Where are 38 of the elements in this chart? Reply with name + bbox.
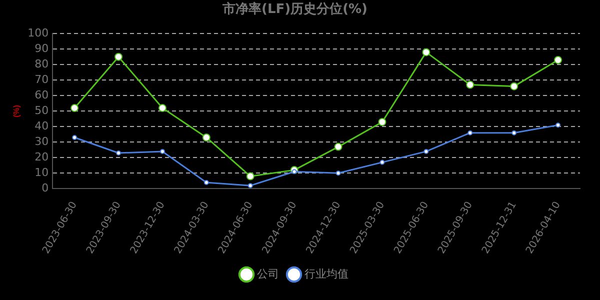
legend-label: 公司 xyxy=(257,267,279,280)
point xyxy=(204,180,209,185)
point xyxy=(556,122,561,128)
point xyxy=(466,80,474,89)
legend-label: 行业均值 xyxy=(304,267,348,280)
point xyxy=(554,56,562,64)
y-tick-label: 20 xyxy=(34,150,49,164)
y-tick-label: 80 xyxy=(34,57,49,70)
point xyxy=(422,48,430,56)
point xyxy=(246,172,254,180)
point xyxy=(380,160,385,165)
point xyxy=(468,130,473,136)
point xyxy=(378,118,386,126)
point xyxy=(72,135,78,140)
point xyxy=(114,52,123,61)
point xyxy=(336,170,341,176)
y-tick-label: 90 xyxy=(34,42,49,55)
y-tick-label: 100 xyxy=(28,26,49,40)
point xyxy=(70,104,79,112)
y-tick-label: 40 xyxy=(34,120,49,132)
point xyxy=(158,104,166,112)
y-tick-label: 70 xyxy=(34,72,49,86)
y-tick-label: 30 xyxy=(34,135,49,148)
point xyxy=(160,148,165,154)
point xyxy=(116,150,122,156)
point xyxy=(248,183,253,188)
chart-title: 市净率(LF)历史分位(%) xyxy=(222,1,368,18)
y-axis-title: (%) xyxy=(12,104,22,118)
point xyxy=(292,169,297,174)
point xyxy=(424,148,429,154)
point xyxy=(334,142,342,151)
point xyxy=(202,134,210,142)
point xyxy=(512,130,517,136)
y-tick-label: 60 xyxy=(34,88,49,102)
point xyxy=(510,82,518,90)
y-tick-label: 0 xyxy=(42,182,49,195)
y-tick-label: 50 xyxy=(34,104,49,117)
y-tick-label: 10 xyxy=(34,166,49,180)
